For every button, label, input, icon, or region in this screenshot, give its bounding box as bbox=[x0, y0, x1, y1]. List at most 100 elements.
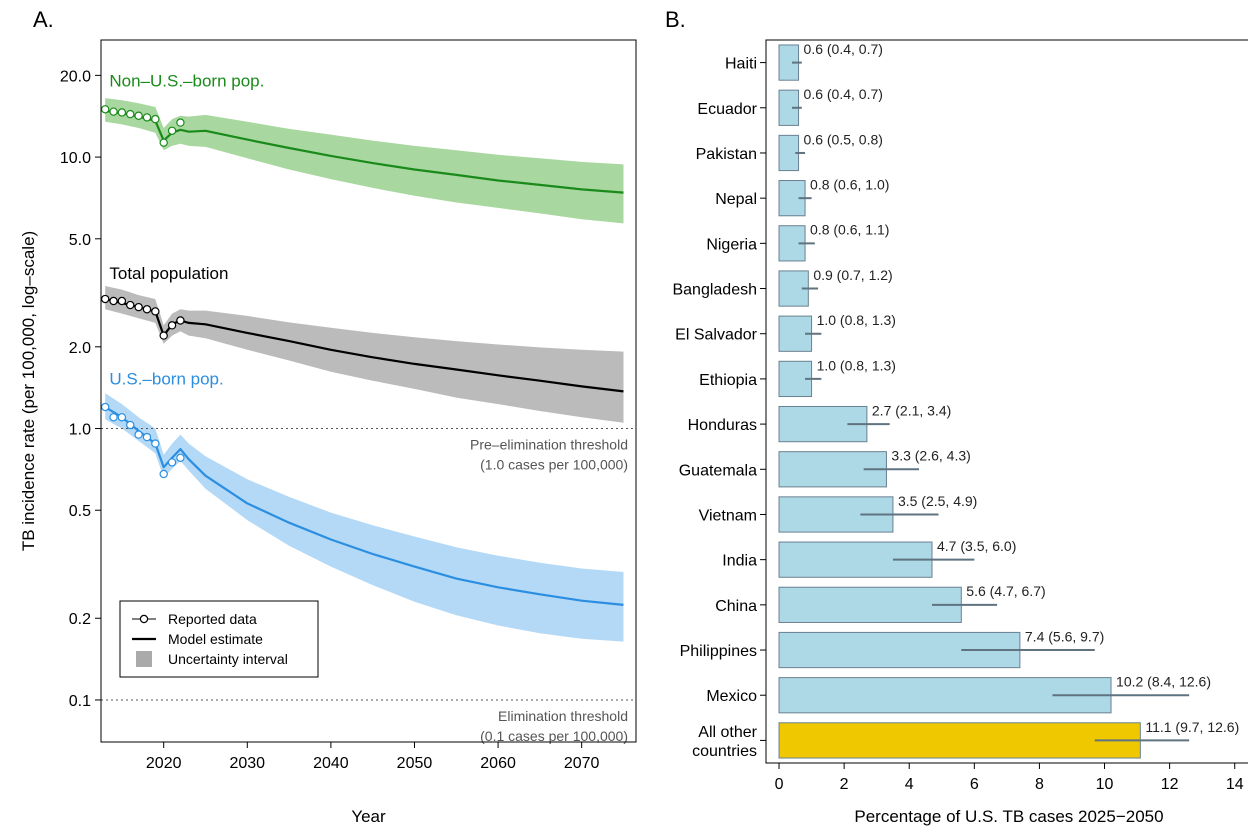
series-label-non-u-s-born-pop: Non–U.S.–born pop. bbox=[109, 71, 264, 90]
x-tick-label: 2020 bbox=[146, 755, 182, 772]
x-tick-label: 10 bbox=[1096, 776, 1114, 793]
uncertainty-band bbox=[105, 286, 624, 423]
reported-data-point bbox=[151, 439, 160, 448]
x-tick-label: 4 bbox=[905, 776, 914, 793]
bar-value-label: 0.8 (0.6, 1.1) bbox=[810, 222, 889, 238]
reported-data-point bbox=[109, 413, 118, 422]
bar-value-label: 0.6 (0.5, 0.8) bbox=[804, 131, 883, 147]
category-label: China bbox=[715, 598, 757, 615]
series-labels: Non–U.S.–born pop. Total population U.S.–b… bbox=[109, 71, 264, 388]
y-tick-label: 0.2 bbox=[69, 611, 91, 628]
bar-value-label: 1.0 (0.8, 1.3) bbox=[817, 312, 896, 328]
legend-label: Uncertainty interval bbox=[168, 651, 288, 667]
bar-value-labels: 0.6 (0.4, 0.7) 0.6 (0.4, 0.7) 0.6 (0.5, 0.… bbox=[804, 41, 1240, 735]
threshold-lines: Pre–elimination threshold (1.0 cases per … bbox=[101, 428, 636, 744]
series-label-total-population: Total population bbox=[109, 264, 228, 283]
legend-label: Model estimate bbox=[168, 631, 263, 647]
x-tick-label: 8 bbox=[1035, 776, 1044, 793]
panel-a-legend: Reported data Model estimate Uncertainty i… bbox=[119, 600, 319, 678]
category-label: Vietnam bbox=[699, 507, 757, 524]
bar-all-other-countries bbox=[778, 722, 1141, 759]
reported-data-point bbox=[151, 307, 160, 316]
bar-value-label: 4.7 (3.5, 6.0) bbox=[937, 538, 1016, 554]
category-label: Bangladesh bbox=[672, 282, 757, 299]
x-tick-label: 2060 bbox=[480, 755, 516, 772]
reported-data-point bbox=[142, 432, 152, 442]
bar-value-label: 10.2 (8.4, 12.6) bbox=[1116, 674, 1211, 690]
reported-data-point bbox=[159, 469, 168, 479]
x-tick-label: 2050 bbox=[397, 755, 433, 772]
bar-value-label: 5.6 (4.7, 6.7) bbox=[966, 583, 1045, 599]
legend-label: Reported data bbox=[168, 611, 257, 627]
reported-data-point bbox=[159, 331, 168, 340]
y-tick-label: 2.0 bbox=[69, 340, 91, 357]
reported-data-point bbox=[126, 109, 135, 119]
x-tick-label: 2 bbox=[840, 776, 849, 793]
reported-data-point bbox=[176, 316, 185, 325]
y-tick-label: 10.0 bbox=[60, 150, 91, 167]
reported-data-point bbox=[100, 294, 110, 304]
reported-data-point bbox=[126, 420, 135, 430]
x-tick-label: 2040 bbox=[313, 755, 349, 772]
category-label: Haiti bbox=[725, 56, 757, 73]
category-label: Philippines bbox=[680, 643, 757, 660]
category-label: El Salvador bbox=[675, 327, 757, 344]
x-axis-title: Year bbox=[351, 807, 386, 826]
bar-value-label: 2.7 (2.1, 3.4) bbox=[872, 402, 951, 418]
panel-b-tag: B. bbox=[665, 7, 686, 32]
threshold-label: (1.0 cases per 100,000) bbox=[480, 457, 628, 473]
y-axis-title: TB incidence rate (per 100,000, log–scal… bbox=[19, 231, 38, 551]
x-tick-label: 0 bbox=[775, 776, 784, 793]
series-label-u-s-born-pop: U.S.–born pop. bbox=[109, 370, 223, 389]
reported-data-point bbox=[167, 458, 177, 467]
bar-value-label: 0.6 (0.4, 0.7) bbox=[804, 86, 883, 102]
panel-b-axes: Haiti Ecuador Pakistan Nepal Nigeria Banglade… bbox=[672, 39, 1248, 826]
legend-reported-marker bbox=[139, 614, 149, 624]
bar-value-label: 7.4 (5.6, 9.7) bbox=[1025, 628, 1104, 644]
bar-value-label: 11.1 (9.7, 12.6) bbox=[1145, 719, 1239, 735]
legend-band-swatch bbox=[136, 651, 152, 667]
x-tick-label: 2030 bbox=[229, 755, 265, 772]
category-label: Ecuador bbox=[697, 101, 757, 118]
category-label: All other bbox=[698, 724, 757, 741]
x-tick-label: 12 bbox=[1161, 776, 1179, 793]
x-tick-label: 6 bbox=[970, 776, 979, 793]
bar-value-label: 3.5 (2.5, 4.9) bbox=[898, 493, 977, 509]
category-label: Ethiopia bbox=[699, 372, 757, 389]
panel-b-frame bbox=[765, 39, 1248, 764]
reported-data-point bbox=[134, 430, 143, 439]
category-label: Nepal bbox=[715, 191, 757, 208]
y-tick-label: 0.1 bbox=[69, 693, 91, 710]
category-label: countries bbox=[692, 743, 757, 760]
bar-value-label: 0.9 (0.7, 1.2) bbox=[813, 267, 892, 283]
x-tick-label: 14 bbox=[1226, 776, 1244, 793]
y-tick-label: 0.5 bbox=[69, 503, 91, 520]
threshold-label: Pre–elimination threshold bbox=[470, 437, 628, 453]
reported-data-point bbox=[100, 105, 110, 114]
reported-data-point bbox=[134, 302, 143, 312]
threshold-label: (0.1 cases per 100,000) bbox=[480, 728, 628, 744]
x-tick-label: 2070 bbox=[564, 755, 600, 772]
bar-value-label: 0.6 (0.4, 0.7) bbox=[804, 41, 883, 57]
country-bars bbox=[778, 44, 1141, 759]
reported-data-point bbox=[109, 107, 118, 116]
category-label: Pakistan bbox=[696, 146, 757, 163]
reported-data-points bbox=[100, 105, 185, 479]
bar-value-label: 0.8 (0.6, 1.0) bbox=[810, 177, 889, 193]
category-label: Nigeria bbox=[706, 236, 757, 253]
reported-data-point bbox=[142, 305, 152, 314]
reported-data-point bbox=[176, 118, 185, 127]
reported-data-point bbox=[117, 108, 127, 117]
panel-a-tag: A. bbox=[33, 7, 54, 32]
category-label: Mexico bbox=[706, 688, 757, 705]
y-tick-label: 20.0 bbox=[60, 68, 91, 85]
category-label: Guatemala bbox=[679, 462, 757, 479]
panel-a-axes: 0.1 0.2 0.5 1.0 2.0 5.0 10.0 20.0 2020 2030 2040 20… bbox=[19, 39, 637, 826]
bar-china bbox=[778, 586, 962, 623]
reported-data-point bbox=[117, 296, 127, 306]
reported-data-point bbox=[117, 413, 127, 422]
bar-value-label: 3.3 (2.6, 4.3) bbox=[891, 448, 970, 464]
y-tick-label: 1.0 bbox=[69, 422, 91, 439]
panel-b: B. 0.6 (0.4, 0.7) 0.6 (0.4, 0.7) 0.6 (0.5,… bbox=[665, 7, 1248, 826]
